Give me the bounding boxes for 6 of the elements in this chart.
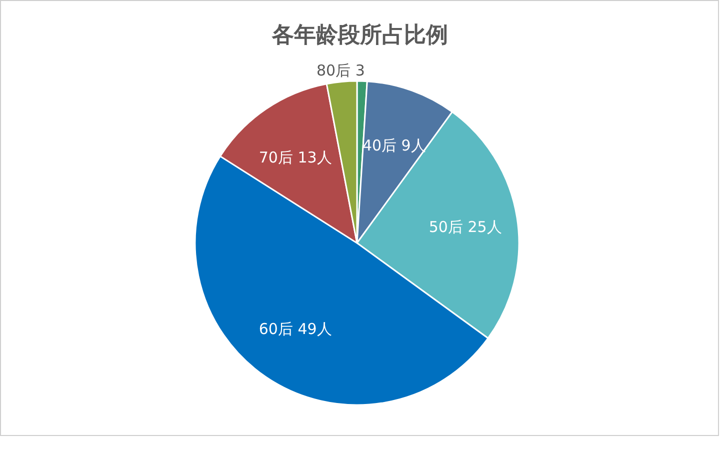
slice-label: 70后 13人 — [258, 148, 332, 166]
slice-label: 50后 25人 — [428, 218, 502, 236]
slice-label: 80后 3 — [316, 61, 365, 80]
slice-label: 60后 49人 — [258, 320, 332, 338]
slice-label: 40后 9人 — [362, 136, 426, 154]
chart-title: 各年龄段所占比例 — [271, 23, 448, 48]
